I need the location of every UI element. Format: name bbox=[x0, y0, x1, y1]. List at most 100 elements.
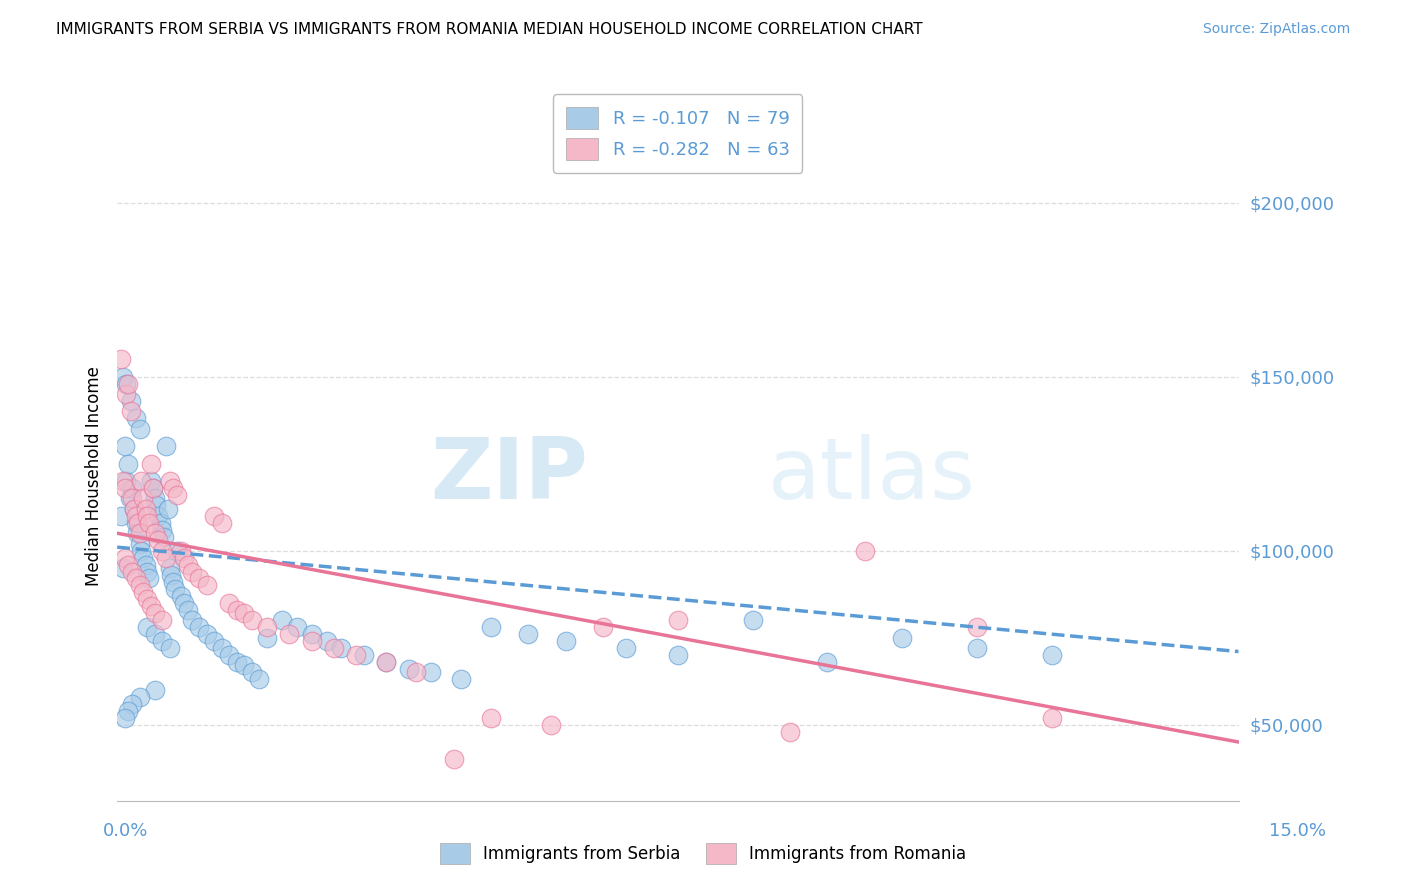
Point bbox=[966, 641, 988, 656]
Point bbox=[202, 634, 225, 648]
Point bbox=[450, 673, 472, 687]
Legend: R = -0.107   N = 79, R = -0.282   N = 63: R = -0.107 N = 79, R = -0.282 N = 63 bbox=[553, 95, 803, 173]
Point bbox=[188, 620, 211, 634]
Point bbox=[405, 665, 427, 680]
Point bbox=[173, 596, 195, 610]
Text: Source: ZipAtlas.com: Source: ZipAtlas.com bbox=[1202, 22, 1350, 37]
Point bbox=[181, 565, 204, 579]
Point bbox=[614, 641, 637, 656]
Point bbox=[129, 474, 152, 488]
Point bbox=[815, 655, 838, 669]
Point bbox=[353, 648, 375, 662]
Point bbox=[375, 655, 398, 669]
Point bbox=[218, 648, 240, 662]
Point bbox=[117, 558, 139, 572]
Point bbox=[256, 620, 278, 634]
Point bbox=[150, 613, 173, 627]
Point bbox=[128, 526, 150, 541]
Point bbox=[211, 641, 233, 656]
Point bbox=[150, 523, 173, 537]
Point bbox=[117, 704, 139, 718]
Legend: Immigrants from Serbia, Immigrants from Romania: Immigrants from Serbia, Immigrants from … bbox=[433, 837, 973, 871]
Point bbox=[162, 481, 184, 495]
Point bbox=[323, 641, 346, 656]
Point bbox=[120, 394, 142, 409]
Point bbox=[148, 533, 170, 548]
Point bbox=[142, 481, 165, 495]
Point bbox=[479, 711, 502, 725]
Point bbox=[240, 665, 263, 680]
Point bbox=[891, 631, 914, 645]
Point bbox=[145, 499, 167, 513]
Point bbox=[125, 516, 148, 530]
Point bbox=[118, 491, 141, 506]
Point bbox=[125, 508, 148, 523]
Point bbox=[152, 530, 174, 544]
Point bbox=[195, 627, 218, 641]
Point bbox=[540, 717, 562, 731]
Point bbox=[225, 655, 247, 669]
Point bbox=[115, 376, 138, 391]
Point bbox=[125, 572, 148, 586]
Point bbox=[177, 558, 200, 572]
Point bbox=[143, 491, 166, 506]
Point bbox=[136, 565, 159, 579]
Point bbox=[138, 516, 160, 530]
Point bbox=[121, 697, 143, 711]
Point bbox=[115, 387, 138, 401]
Point bbox=[114, 550, 136, 565]
Point bbox=[166, 543, 188, 558]
Point bbox=[127, 516, 149, 530]
Point bbox=[136, 508, 159, 523]
Point bbox=[202, 508, 225, 523]
Point bbox=[159, 561, 181, 575]
Point bbox=[592, 620, 614, 634]
Point bbox=[779, 724, 801, 739]
Point bbox=[270, 613, 292, 627]
Point bbox=[114, 481, 136, 495]
Point bbox=[117, 457, 139, 471]
Point bbox=[247, 673, 270, 687]
Point bbox=[138, 572, 160, 586]
Point bbox=[966, 620, 988, 634]
Point bbox=[443, 752, 465, 766]
Point bbox=[315, 634, 337, 648]
Point bbox=[330, 641, 353, 656]
Point bbox=[155, 439, 177, 453]
Point bbox=[218, 596, 240, 610]
Text: atlas: atlas bbox=[768, 434, 976, 517]
Point bbox=[135, 501, 157, 516]
Point bbox=[166, 488, 188, 502]
Point bbox=[666, 613, 689, 627]
Point bbox=[398, 662, 420, 676]
Point bbox=[170, 589, 193, 603]
Point bbox=[117, 376, 139, 391]
Point bbox=[420, 665, 443, 680]
Point bbox=[122, 501, 145, 516]
Point bbox=[188, 572, 211, 586]
Point bbox=[114, 711, 136, 725]
Point bbox=[128, 422, 150, 436]
Point bbox=[143, 682, 166, 697]
Point bbox=[148, 508, 170, 523]
Point bbox=[165, 582, 187, 596]
Text: ZIP: ZIP bbox=[430, 434, 588, 517]
Point bbox=[139, 474, 162, 488]
Point bbox=[143, 607, 166, 621]
Point bbox=[301, 634, 323, 648]
Point bbox=[143, 627, 166, 641]
Point bbox=[479, 620, 502, 634]
Point bbox=[139, 457, 162, 471]
Point bbox=[170, 543, 193, 558]
Point bbox=[1040, 711, 1063, 725]
Point bbox=[554, 634, 576, 648]
Point bbox=[741, 613, 763, 627]
Point bbox=[211, 516, 233, 530]
Text: IMMIGRANTS FROM SERBIA VS IMMIGRANTS FROM ROMANIA MEDIAN HOUSEHOLD INCOME CORREL: IMMIGRANTS FROM SERBIA VS IMMIGRANTS FRO… bbox=[56, 22, 922, 37]
Point bbox=[115, 474, 138, 488]
Point bbox=[240, 613, 263, 627]
Y-axis label: Median Household Income: Median Household Income bbox=[86, 366, 103, 586]
Point bbox=[150, 543, 173, 558]
Point bbox=[666, 648, 689, 662]
Point bbox=[110, 508, 132, 523]
